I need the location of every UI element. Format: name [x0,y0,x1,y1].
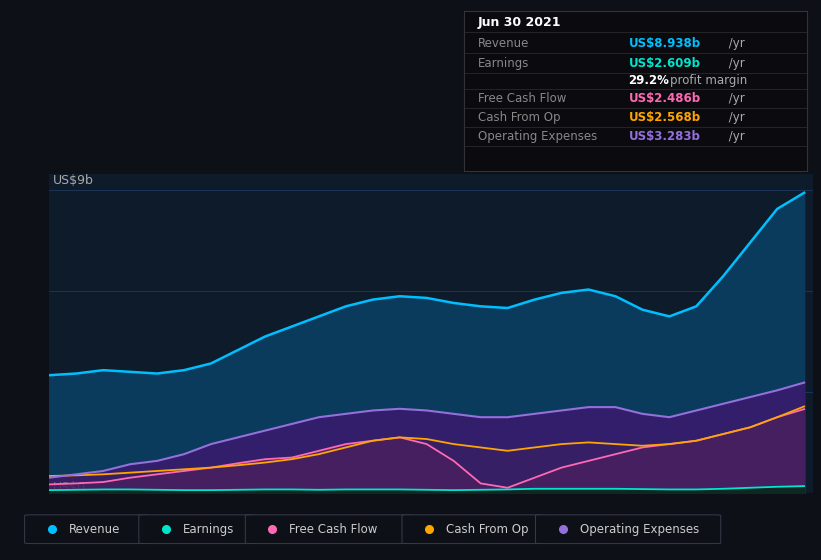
Text: Operating Expenses: Operating Expenses [478,130,597,143]
FancyBboxPatch shape [402,515,545,544]
Text: /yr: /yr [725,36,745,50]
FancyBboxPatch shape [535,515,721,544]
FancyBboxPatch shape [245,515,411,544]
Text: Jun 30 2021: Jun 30 2021 [478,16,561,29]
Text: profit margin: profit margin [670,74,747,87]
Text: /yr: /yr [725,111,745,124]
Text: Free Cash Flow: Free Cash Flow [478,92,566,105]
Text: US$0: US$0 [53,481,86,494]
Text: /yr: /yr [725,92,745,105]
Text: Cash From Op: Cash From Op [446,522,529,536]
Text: /yr: /yr [725,57,745,71]
Text: US$9b: US$9b [53,174,94,187]
FancyBboxPatch shape [139,515,255,544]
Text: US$2.568b: US$2.568b [629,111,700,124]
Text: 29.2%: 29.2% [629,74,669,87]
Text: Revenue: Revenue [478,36,529,50]
Text: US$2.609b: US$2.609b [629,57,700,71]
Text: Free Cash Flow: Free Cash Flow [289,522,378,536]
Text: Earnings: Earnings [478,57,529,71]
Text: US$3.283b: US$3.283b [629,130,700,143]
Text: /yr: /yr [725,130,745,143]
Text: Operating Expenses: Operating Expenses [580,522,699,536]
FancyBboxPatch shape [25,515,148,544]
Text: US$2.486b: US$2.486b [629,92,700,105]
Text: US$8.938b: US$8.938b [629,36,700,50]
Text: Earnings: Earnings [183,522,234,536]
Text: Revenue: Revenue [69,522,120,536]
Text: Cash From Op: Cash From Op [478,111,560,124]
